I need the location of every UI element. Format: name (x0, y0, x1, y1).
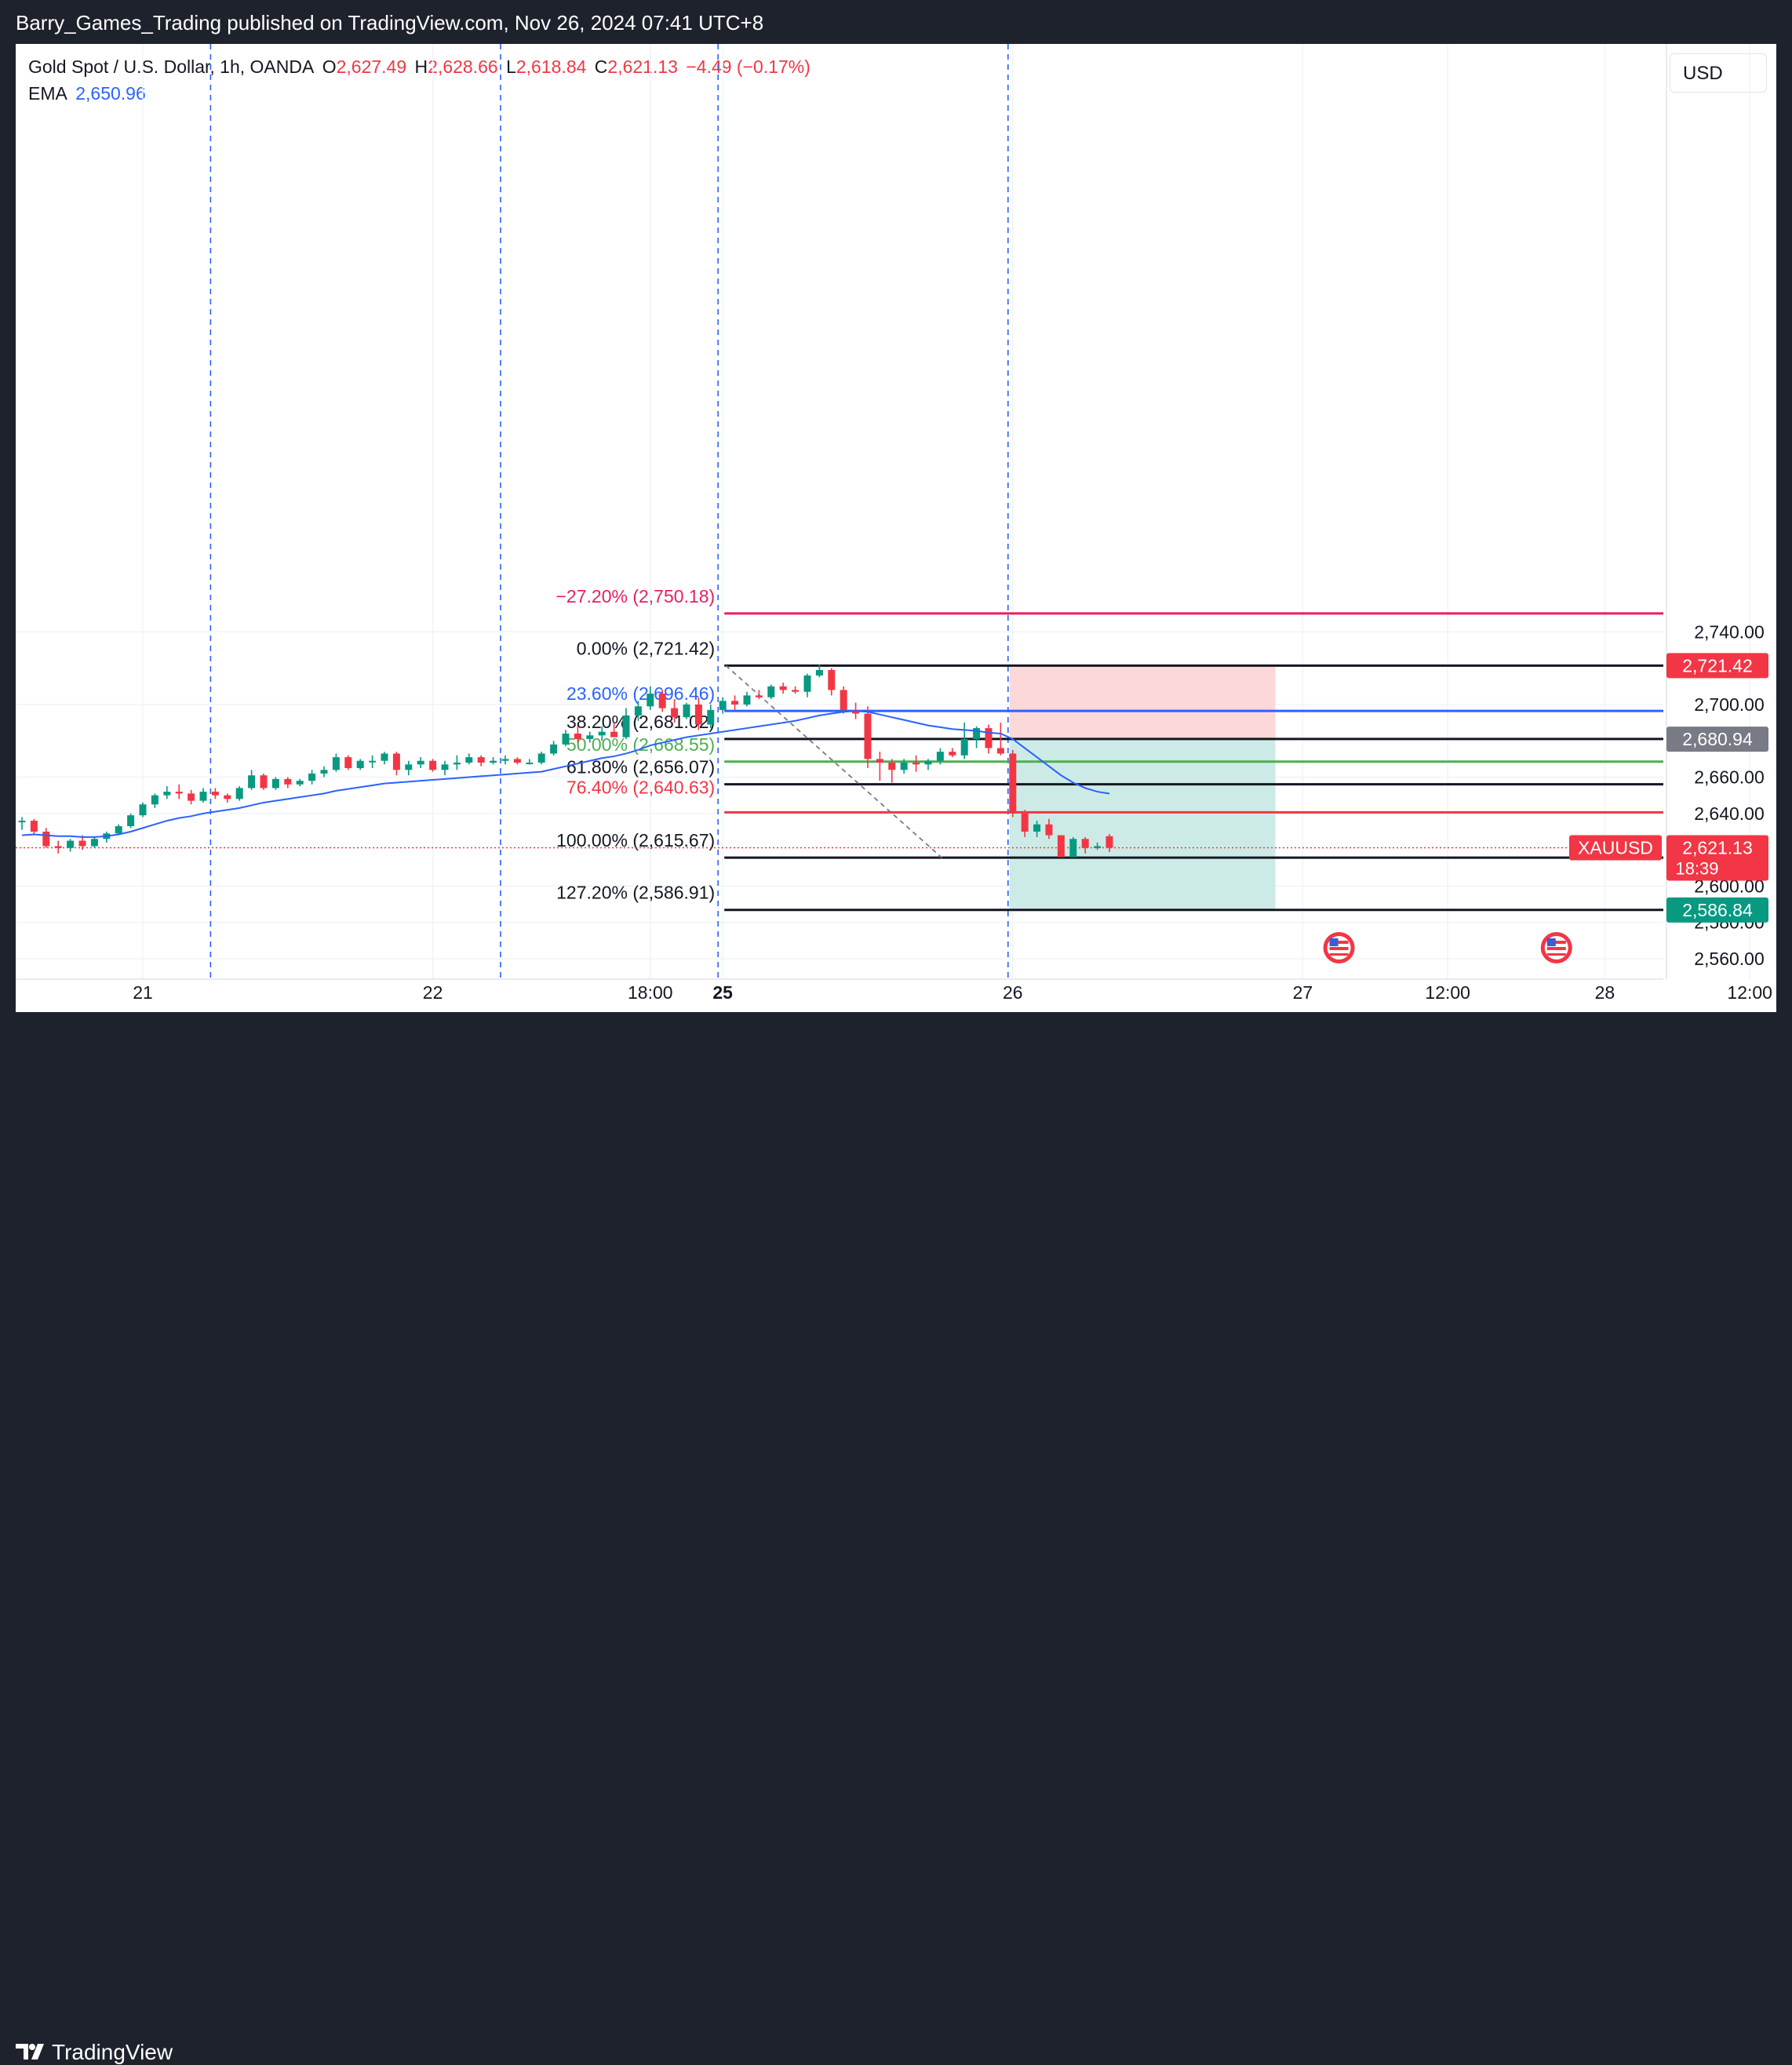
low-label: L (506, 56, 516, 77)
publisher-line: Barry_Games_Trading published on Trading… (16, 11, 764, 35)
symbol-name[interactable]: Gold Spot / U.S. Dollar, 1h, OANDA (28, 56, 315, 77)
symbol-legend[interactable]: Gold Spot / U.S. Dollar, 1h, OANDA O2,62… (28, 56, 814, 78)
open-label: O (322, 56, 337, 77)
tradingview-logo-icon[interactable] (16, 2042, 47, 2061)
ema-legend[interactable]: EMA 2,650.96 (28, 83, 149, 104)
ema-value: 2,650.96 (75, 83, 146, 104)
currency-button[interactable]: USD (1670, 53, 1767, 93)
top-bar: Barry_Games_Trading published on Trading… (0, 0, 1792, 44)
footer: TradingView (0, 1012, 1792, 2064)
chart-frame[interactable] (16, 44, 1776, 1012)
high-label: H (414, 56, 428, 77)
change-value: −4.49 (−0.17%) (686, 56, 810, 77)
ema-label[interactable]: EMA (28, 83, 67, 104)
close-label: C (594, 56, 608, 77)
high-value: 2,628.66 (428, 56, 498, 77)
brand-name[interactable]: TradingView (52, 2040, 173, 2064)
low-value: 2,618.84 (515, 56, 587, 77)
close-value: 2,621.13 (607, 56, 678, 77)
open-value: 2,627.49 (336, 56, 407, 77)
